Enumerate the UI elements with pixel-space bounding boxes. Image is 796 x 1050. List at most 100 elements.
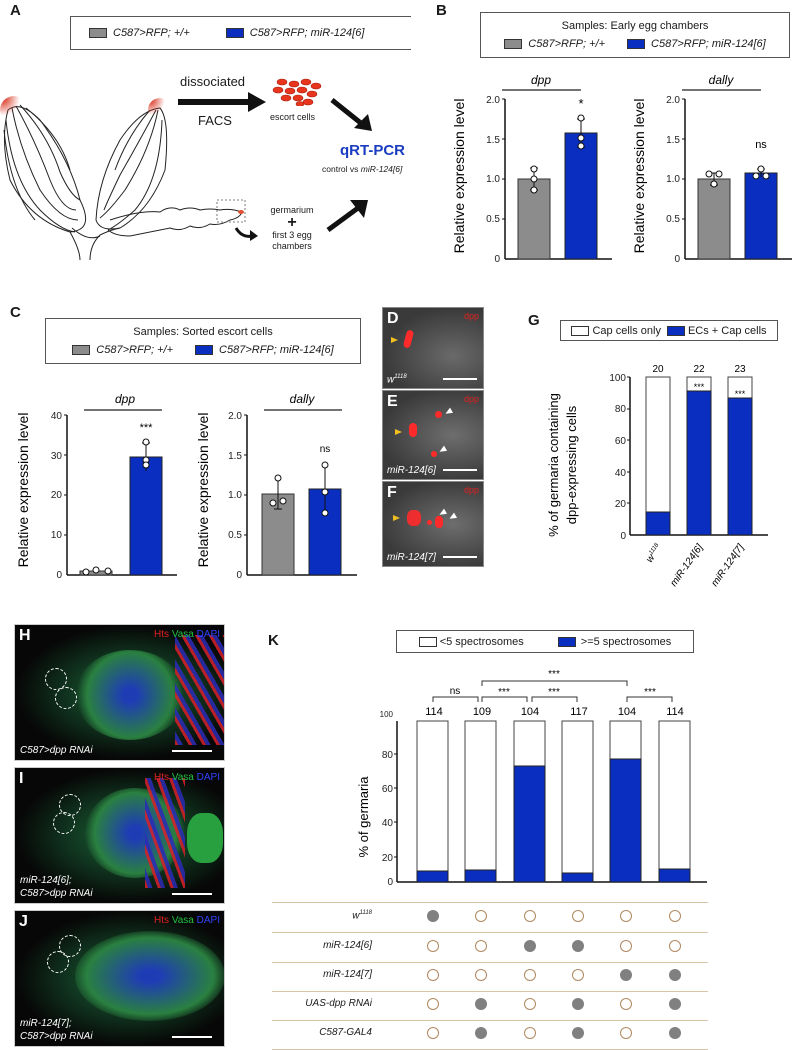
dpp-signal: [435, 516, 443, 528]
y-tick: 40: [382, 818, 394, 829]
legend-label: Cap cells only: [592, 324, 661, 337]
genotype-table: w1118 miR-124[6] miR-124[7] UAS-dpp RNAi: [240, 900, 796, 1050]
dot-filled: [669, 1027, 681, 1039]
escort-cells-label: escort cells: [270, 112, 316, 122]
stain-legend: Hts Vasa DAPI: [154, 629, 220, 640]
legend-item-mutant: C587>RFP; miR-124[6]: [627, 38, 766, 50]
germarium-line3: chambers: [272, 241, 312, 251]
n-label: 117: [570, 706, 588, 718]
dot-empty: [427, 969, 439, 981]
dot-filled: [524, 940, 536, 952]
dpp-signal: [435, 411, 442, 418]
legend-a: C587>RFP; +/+ C587>RFP; miR-124[6]: [70, 16, 411, 50]
bar-ge5: [464, 869, 497, 883]
significance-label: ***: [644, 687, 656, 698]
dot-empty: [427, 1027, 439, 1039]
chart-title: dpp: [531, 73, 551, 87]
bar-ge5: [416, 870, 449, 883]
micrograph-i: I Hts Vasa DAPI miR-124[6]; C587>dpp RNA…: [14, 767, 225, 904]
significance-label: ns: [755, 139, 767, 151]
chart-c-dally: Relative expression level dally 2.0 1.5 …: [195, 392, 357, 581]
legend-item-control: C587>RFP; +/+: [504, 38, 605, 50]
legend-k: <5 spectrosomes >=5 spectrosomes: [396, 630, 694, 653]
arrowhead-white-icon: [447, 512, 458, 522]
chart-title: dpp: [115, 392, 135, 406]
y-tick: 1.5: [486, 135, 500, 146]
y-axis-label: % of germaria: [356, 776, 371, 858]
significance-label: ***: [735, 389, 746, 399]
y-tick: 60: [382, 784, 394, 795]
legend-item-ecs-cap: ECs + Cap cells: [666, 325, 767, 337]
bar-mutant: [564, 132, 598, 260]
y-tick: 0: [674, 254, 680, 265]
n-label: 22: [693, 364, 705, 375]
significance-label: ***: [498, 687, 510, 698]
bar-mutant: [744, 172, 778, 260]
stain-green: Vasa: [171, 915, 194, 926]
panel-letter-j: J: [19, 913, 28, 930]
dot-empty: [475, 969, 487, 981]
tissue-egg-chamber: [187, 813, 223, 863]
micrograph-j: J Hts Vasa DAPI miR-124[7]; C587>dpp RNA…: [14, 910, 225, 1047]
stain-green: Vasa: [171, 772, 194, 783]
genotype-label: miR-124[7]: [387, 552, 436, 563]
stain-red: Hts: [154, 915, 170, 926]
legend-label: C587>RFP; miR-124[6]: [651, 38, 766, 50]
panel-letter-i: I: [19, 770, 24, 787]
arrowhead-yellow-icon: [393, 515, 400, 521]
bar-ge5: [513, 765, 546, 883]
dot-filled: [572, 940, 584, 952]
legend-g: Cap cells only ECs + Cap cells: [560, 320, 778, 341]
table-row-uas-dpp-rnai: UAS-dpp RNAi: [272, 991, 708, 1021]
y-tick: 20: [51, 490, 63, 501]
dot-filled: [475, 1027, 487, 1039]
y-tick: 2.0: [666, 95, 680, 106]
dot-empty: [620, 1027, 632, 1039]
y-tick: 30: [51, 451, 63, 462]
swatch-mutant: [225, 28, 244, 38]
y-tick: 0.5: [486, 214, 500, 225]
stain-blue: DAPI: [196, 772, 220, 783]
y-tick: 20: [615, 499, 627, 510]
y-tick: 20: [382, 853, 394, 864]
dot-filled: [669, 969, 681, 981]
row-label: w1118: [352, 910, 372, 921]
row-label-base: w: [352, 910, 360, 922]
legend-item-ge5: >=5 spectrosomes: [557, 636, 671, 648]
scale-bar: [443, 556, 477, 558]
n-label: 114: [666, 706, 684, 718]
y-tick: 100: [609, 373, 626, 384]
ovary-schematic: [0, 96, 258, 260]
dot-empty: [524, 969, 536, 981]
bar-ecs-cap: [686, 390, 712, 536]
circled-cell: [55, 687, 77, 709]
legend-label: C587>RFP; +/+: [528, 38, 606, 50]
table-top-rule: [272, 902, 708, 903]
dpp-signal: [402, 329, 415, 349]
stain-red: Hts: [154, 629, 170, 640]
bar-ecs-cap: [727, 397, 753, 536]
swatch-mutant: [627, 39, 646, 49]
x-tick: miR-124[6]: [668, 542, 705, 589]
row-label-sup: 1118: [359, 910, 372, 916]
swatch-ecs-cap: [666, 325, 685, 336]
n-label: 23: [734, 364, 746, 375]
dot-empty: [475, 940, 487, 952]
arrowhead-yellow-icon: [395, 429, 402, 435]
micrograph-d: D dpp w1118: [382, 307, 484, 389]
micrograph-h: H Hts Vasa DAPI C587>dpp RNAi: [14, 624, 225, 761]
stain-green: Vasa: [171, 629, 194, 640]
stain-blue: DAPI: [196, 915, 220, 926]
genotype-label-line1: miR-124[6];: [20, 875, 72, 886]
dot-empty: [620, 940, 632, 952]
significance-label: ***: [548, 687, 560, 698]
dot-empty: [620, 910, 632, 922]
legend-b-title: Samples: Early egg chambers: [561, 20, 709, 32]
y-tick: 2.0: [486, 95, 500, 106]
swatch-control: [89, 28, 107, 38]
bar-ge5: [658, 868, 691, 883]
tissue-muscle: [175, 635, 224, 745]
bar-lt5: [416, 720, 449, 883]
y-axis-label: Relative expression level: [195, 413, 211, 568]
bar-mutant: [129, 456, 163, 576]
